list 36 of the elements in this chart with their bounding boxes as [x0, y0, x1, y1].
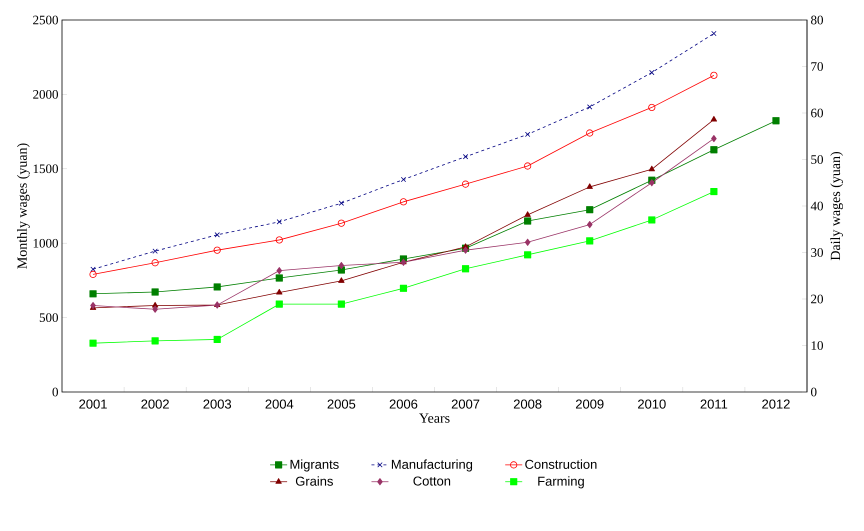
y2-tick-label: 50 [811, 155, 823, 164]
y2-tick-label: 60 [811, 108, 823, 118]
y2-tick-label: 80 [811, 16, 823, 24]
x-tick-label: 2010 [638, 400, 666, 409]
legend-label: Manufacturing [392, 459, 472, 472]
y-tick-label: 1500 [34, 164, 58, 174]
x-tick-label: 2002 [141, 400, 169, 409]
y2-tick-label: 0 [811, 388, 817, 396]
y2-tick-label: 40 [810, 202, 823, 210]
legend-label: Cotton [413, 476, 450, 486]
y2-tick-label: 70 [811, 62, 823, 71]
x-tick-label: 2005 [328, 400, 356, 409]
x-axis-title: Years [419, 414, 450, 423]
y-tick-label: 0 [52, 388, 58, 396]
x-tick-label: 2001 [79, 400, 107, 409]
legend-label: Farming [538, 476, 584, 488]
x-tick-label: 2004 [266, 400, 294, 409]
y2-tick-label: 20 [811, 294, 823, 304]
y2-axis-title: Daily wages (yuan) [830, 152, 844, 260]
y-tick-label: 2500 [33, 16, 58, 24]
x-tick-label: 2011 [700, 400, 728, 409]
x-tick-label: 2003 [203, 400, 232, 409]
x-tick-label: 2006 [390, 400, 418, 409]
y2-tick-label: 10 [812, 341, 823, 350]
y-axis-title: Monthly wages (yuan) [17, 143, 30, 269]
x-tick-label: 2007 [452, 400, 480, 409]
legend-label: Migrants [290, 459, 339, 472]
x-tick-label: 2009 [576, 400, 604, 409]
y2-tick-label: 30 [811, 248, 823, 257]
x-tick-label: 2012 [762, 400, 790, 409]
y-tick-label: 500 [40, 313, 58, 322]
legend-label: Construction [525, 459, 596, 469]
y-tick-label: 2000 [33, 90, 58, 99]
legend-label: Grains [296, 476, 333, 486]
y-tick-label: 1000 [34, 238, 58, 248]
x-tick-label: 2008 [514, 400, 542, 409]
